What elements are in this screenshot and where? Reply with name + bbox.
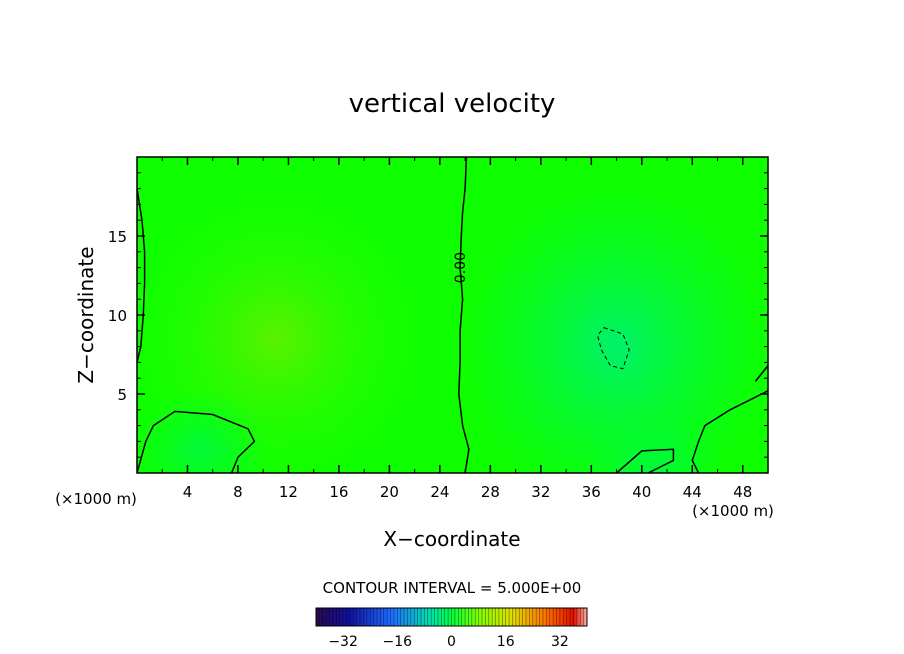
field-min-3 bbox=[584, 405, 725, 473]
x-unit-right: (×1000 m) bbox=[692, 502, 774, 520]
x-tick-label: 32 bbox=[531, 483, 550, 501]
x-tick-label: 48 bbox=[733, 483, 752, 501]
x-tick-label: 20 bbox=[380, 483, 399, 501]
contour-label: 0.00 bbox=[453, 252, 469, 283]
x-tick-label: 36 bbox=[582, 483, 601, 501]
x-tick-label: 40 bbox=[632, 483, 651, 501]
contour-interval-text: CONTOUR INTERVAL = 5.000E+00 bbox=[323, 579, 582, 597]
x-tick-label: 8 bbox=[233, 483, 243, 501]
colorbar-tick-label: −32 bbox=[328, 634, 358, 650]
x-tick-label: 44 bbox=[683, 483, 702, 501]
contour-line-6 bbox=[597, 327, 630, 370]
chart-title: vertical velocity bbox=[349, 89, 556, 119]
contour-line-4 bbox=[691, 390, 768, 473]
x-unit-left: (×1000 m) bbox=[55, 490, 137, 508]
colorbar-tick-label: −16 bbox=[383, 634, 413, 650]
colorbar-tick-label: 0 bbox=[447, 634, 456, 650]
colorbar-tick-label: 32 bbox=[551, 634, 569, 650]
y-tick-label: 10 bbox=[108, 307, 127, 325]
field-min-2 bbox=[137, 389, 271, 473]
colorbar-tick-label: 16 bbox=[497, 634, 515, 650]
y-tick-label: 15 bbox=[108, 228, 127, 246]
y-tick-label: 5 bbox=[117, 386, 127, 404]
x-tick-label: 4 bbox=[183, 483, 193, 501]
contour-line-2 bbox=[137, 410, 256, 473]
contour-line-3 bbox=[616, 448, 675, 473]
x-tick-label: 28 bbox=[481, 483, 500, 501]
y-axis-label: Z−coordinate bbox=[74, 246, 98, 383]
x-tick-label: 12 bbox=[279, 483, 298, 501]
contour-line-5 bbox=[754, 365, 768, 382]
field-min-1 bbox=[456, 176, 768, 473]
contour-line-0 bbox=[458, 157, 470, 473]
x-tick-label: 24 bbox=[430, 483, 449, 501]
x-tick-label: 16 bbox=[329, 483, 348, 501]
x-axis-label: X−coordinate bbox=[383, 527, 520, 551]
